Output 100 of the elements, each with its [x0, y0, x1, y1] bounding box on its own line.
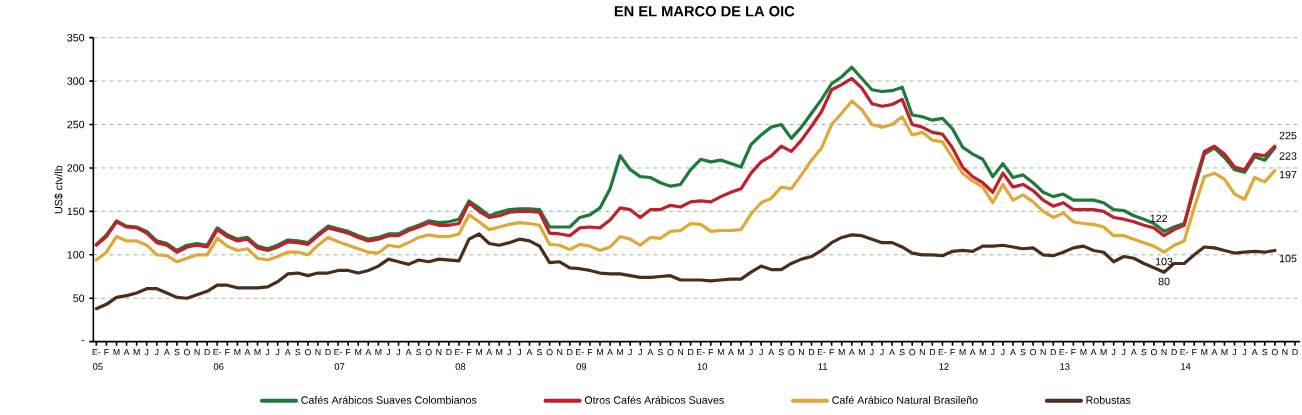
x-tick-label: S	[416, 349, 422, 356]
x-tick-label: S	[295, 349, 301, 356]
x-tick-label: M	[133, 349, 140, 356]
x-tick-label: F	[1192, 349, 1197, 356]
x-tick-label: N	[1282, 349, 1288, 356]
x-tick-label: O	[1271, 349, 1278, 356]
x-tick-label: D	[1292, 349, 1298, 356]
x-tick-label: J	[869, 349, 874, 356]
x-tick-label: F	[104, 349, 109, 356]
x-tick-label: M	[717, 349, 724, 356]
x-tick-label: J	[990, 349, 995, 356]
x-tick-label: O	[1030, 349, 1037, 356]
x-tick-label: M	[496, 349, 503, 356]
y-tick-label: 50	[73, 294, 85, 303]
x-tick-label: E-	[1059, 349, 1068, 356]
x-tick-label: F	[346, 349, 351, 356]
x-tick-label: E-	[697, 349, 705, 356]
legend-label: Otros Cafés Arábicos Suaves	[584, 395, 724, 404]
x-tick-label: O	[667, 349, 674, 356]
x-tick-label: F	[1071, 349, 1076, 356]
x-tick-label: N	[798, 349, 804, 356]
x-tick-label: S	[778, 349, 784, 356]
text: 14	[1181, 363, 1191, 370]
x-tick-label: J	[275, 349, 280, 356]
x-tick-label: J	[396, 349, 401, 356]
x-tick-label: N	[1161, 349, 1167, 356]
text: 08	[455, 363, 466, 370]
y-tick-label: 350	[67, 33, 85, 42]
x-tick-label: N	[436, 349, 442, 356]
data-label: 225	[1279, 131, 1297, 140]
x-tick-label: M	[1100, 349, 1107, 356]
x-tick-label: M	[597, 349, 603, 356]
x-tick-label: N	[557, 349, 563, 356]
text: 07	[334, 363, 345, 370]
x-tick-label: M	[838, 349, 845, 356]
x-tick-label: E-	[817, 349, 826, 356]
x-tick-label: O	[425, 349, 432, 356]
x-tick-label: A	[1010, 349, 1016, 356]
x-tick-label: A	[969, 349, 976, 356]
y-tick-label: 250	[67, 120, 85, 129]
x-tick-label: D	[204, 349, 210, 356]
x-tick-label: E-	[92, 349, 101, 356]
x-tick-label: D	[1171, 349, 1177, 356]
x-tick-label: N	[919, 349, 925, 356]
data-label: 105	[1279, 254, 1297, 263]
x-tick-label: A	[848, 349, 855, 356]
x-tick-label: M	[476, 349, 483, 356]
x-tick-label: S	[537, 349, 543, 356]
x-tick-label: D	[929, 349, 936, 356]
x-tick-label: F	[587, 349, 593, 356]
legend-label: Robustas	[1086, 395, 1131, 404]
y-tick-label: 200	[67, 164, 85, 172]
legend-label: Café Arábico Natural Brasileño	[832, 395, 978, 404]
x-tick-label: A	[486, 349, 493, 356]
x-tick-label: S	[899, 349, 905, 356]
x-tick-label: F	[225, 349, 230, 356]
x-tick-label: M	[617, 349, 624, 356]
x-tick-label: A	[647, 349, 654, 356]
data-label: 80	[1158, 277, 1170, 286]
x-tick-label: A	[526, 349, 533, 356]
x-tick-label: A	[405, 349, 412, 356]
x-tick-label: A	[163, 349, 170, 356]
x-tick-label: D	[567, 349, 573, 356]
y-tick-label: 300	[67, 77, 85, 85]
x-tick-label: D	[325, 349, 331, 356]
x-tick-label: J	[638, 349, 642, 356]
x-tick-label: M	[254, 349, 261, 356]
x-tick-label: S	[174, 349, 180, 356]
x-tick-label: A	[123, 349, 130, 356]
x-tick-label: M	[1080, 349, 1087, 356]
x-tick-label: J	[1000, 349, 1005, 356]
x-tick-label: M	[375, 349, 382, 356]
text: 05	[92, 363, 103, 370]
x-tick-label: J	[1242, 349, 1247, 356]
x-tick-label: A	[244, 349, 251, 356]
text: 09	[576, 363, 587, 370]
x-tick-label: A	[728, 349, 734, 356]
text: 10	[697, 363, 707, 370]
x-tick-label: A	[768, 349, 775, 356]
y-tick-label: -	[81, 340, 85, 341]
x-tick-label: J	[144, 349, 149, 356]
x-tick-label: E-	[213, 349, 222, 356]
x-tick-label: M	[113, 349, 120, 356]
x-tick-label: E-	[938, 349, 947, 356]
x-tick-label: F	[467, 349, 472, 356]
x-tick-label: F	[829, 349, 834, 356]
x-tick-label: J	[507, 349, 511, 356]
x-tick-label: M	[858, 349, 865, 356]
x-tick-label: J	[749, 349, 753, 356]
data-label: 122	[1150, 214, 1168, 223]
x-tick-label: D	[688, 349, 694, 356]
data-label: 223	[1279, 152, 1297, 160]
x-tick-label: J	[1232, 349, 1237, 356]
x-tick-label: M	[355, 349, 362, 356]
x-tick-label: F	[708, 349, 714, 356]
x-tick-label: A	[889, 349, 895, 356]
x-tick-label: N	[1040, 349, 1046, 356]
x-tick-label: M	[979, 349, 986, 356]
data-label: 197	[1279, 170, 1297, 179]
chart-title: EN EL MARCO DE LA OIC	[614, 6, 795, 17]
